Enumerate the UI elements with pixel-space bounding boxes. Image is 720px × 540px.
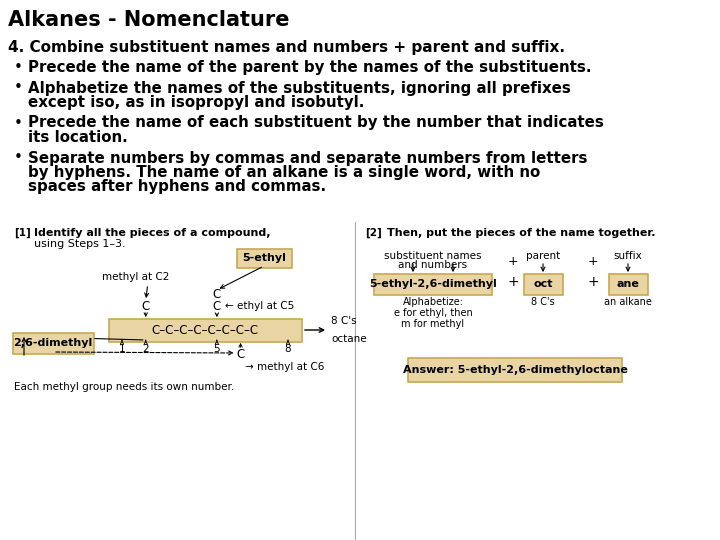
Text: oct: oct: [534, 279, 553, 289]
FancyBboxPatch shape: [12, 333, 94, 354]
Text: spaces after hyphens and commas.: spaces after hyphens and commas.: [28, 179, 326, 194]
FancyBboxPatch shape: [236, 248, 292, 267]
FancyBboxPatch shape: [408, 358, 622, 382]
Text: 8: 8: [284, 344, 292, 354]
FancyBboxPatch shape: [374, 273, 492, 294]
Text: 4. Combine substituent names and numbers + parent and suffix.: 4. Combine substituent names and numbers…: [8, 40, 565, 55]
Text: +: +: [508, 255, 518, 268]
Text: by hyphens. The name of an alkane is a single word, with no: by hyphens. The name of an alkane is a s…: [28, 165, 540, 180]
Text: using Steps 1–3.: using Steps 1–3.: [34, 239, 125, 249]
Text: Answer: 5-ethyl-2,6-dimethyloctane: Answer: 5-ethyl-2,6-dimethyloctane: [402, 365, 627, 375]
Text: +: +: [588, 275, 599, 289]
Text: 2,6-dimethyl: 2,6-dimethyl: [14, 338, 93, 348]
Text: C–C–C–C–C–C–C–C: C–C–C–C–C–C–C–C: [151, 323, 258, 336]
FancyBboxPatch shape: [523, 273, 562, 294]
Text: octane: octane: [331, 334, 366, 344]
FancyBboxPatch shape: [109, 319, 302, 341]
Text: ane: ane: [616, 279, 639, 289]
Text: 5: 5: [214, 344, 220, 354]
Text: substituent names: substituent names: [384, 251, 482, 261]
Text: 2: 2: [143, 344, 149, 354]
Text: Alphabetize the names of the substituents, ignoring all prefixes: Alphabetize the names of the substituent…: [28, 80, 571, 96]
Text: ← ethyl at C5: ← ethyl at C5: [225, 301, 294, 311]
Text: 8 C's: 8 C's: [531, 297, 555, 307]
Text: C: C: [236, 348, 245, 361]
Text: 1: 1: [119, 344, 125, 354]
Text: [1]: [1]: [14, 228, 31, 238]
Text: e for ethyl, then: e for ethyl, then: [394, 308, 472, 318]
Text: suffix: suffix: [613, 251, 642, 261]
Text: an alkane: an alkane: [604, 297, 652, 307]
Text: m for methyl: m for methyl: [402, 319, 464, 329]
Text: C: C: [212, 287, 221, 300]
Text: 5-ethyl-2,6-dimethyl: 5-ethyl-2,6-dimethyl: [369, 279, 497, 289]
Text: its location.: its location.: [28, 130, 127, 145]
Text: Separate numbers by commas and separate numbers from letters: Separate numbers by commas and separate …: [28, 151, 588, 165]
Text: Each methyl group needs its own number.: Each methyl group needs its own number.: [14, 382, 234, 392]
Text: +: +: [588, 255, 598, 268]
Text: Precede the name of each substituent by the number that indicates: Precede the name of each substituent by …: [28, 116, 604, 131]
Text: Alphabetize:: Alphabetize:: [402, 297, 464, 307]
Text: → methyl at C6: → methyl at C6: [245, 362, 324, 372]
Text: C: C: [142, 300, 150, 313]
Text: Then, put the pieces of the name together.: Then, put the pieces of the name togethe…: [387, 228, 655, 238]
Text: [2]: [2]: [365, 228, 382, 238]
Text: Identify all the pieces of a compound,: Identify all the pieces of a compound,: [34, 228, 271, 238]
Text: methyl at C2: methyl at C2: [102, 272, 169, 282]
Text: except iso, as in isopropyl and isobutyl.: except iso, as in isopropyl and isobutyl…: [28, 95, 364, 110]
Text: •: •: [14, 60, 23, 75]
Text: •: •: [14, 151, 23, 165]
Text: 5-ethyl: 5-ethyl: [242, 253, 286, 263]
Text: •: •: [14, 80, 23, 96]
Text: and numbers: and numbers: [398, 260, 467, 270]
Text: 8 C's: 8 C's: [331, 316, 356, 326]
Text: C: C: [212, 300, 221, 314]
FancyBboxPatch shape: [608, 273, 647, 294]
Text: •: •: [14, 116, 23, 131]
Text: Alkanes - Nomenclature: Alkanes - Nomenclature: [8, 10, 289, 30]
Text: +: +: [507, 275, 519, 289]
Text: Precede the name of the parent by the names of the substituents.: Precede the name of the parent by the na…: [28, 60, 592, 75]
Text: parent: parent: [526, 251, 560, 261]
